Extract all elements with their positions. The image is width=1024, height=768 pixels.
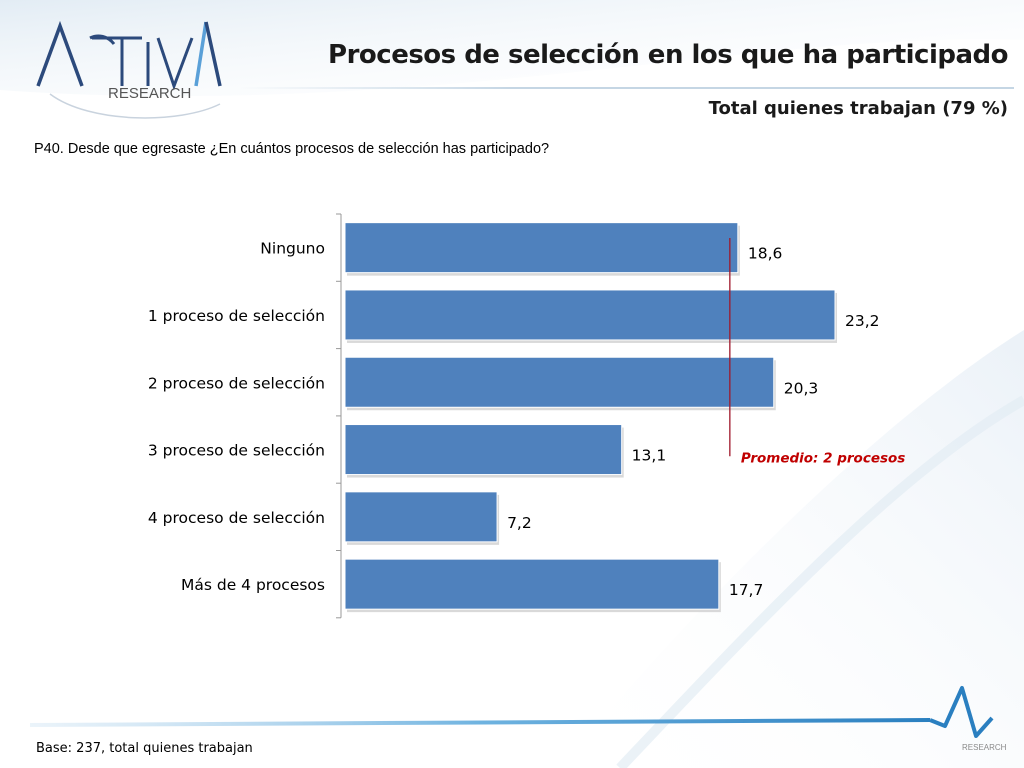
value-label: 13,1 xyxy=(632,447,667,465)
bar xyxy=(344,558,720,610)
category-label: Ninguno xyxy=(260,240,325,258)
value-label: 20,3 xyxy=(784,379,819,397)
bar xyxy=(344,289,836,341)
page-subtitle: Total quienes trabajan (79 %) xyxy=(708,98,1008,119)
category-label: 1 proceso de selección xyxy=(148,307,325,325)
activa-research-logo: RESEARCH xyxy=(36,20,222,119)
bar xyxy=(344,222,739,274)
value-label: 17,7 xyxy=(729,581,764,599)
base-note: Base: 237, total quienes trabajan xyxy=(36,741,253,756)
bar xyxy=(344,491,498,543)
survey-question: P40. Desde que egresaste ¿En cuántos pro… xyxy=(34,141,550,157)
average-label: Promedio: 2 procesos xyxy=(741,450,906,466)
value-label: 18,6 xyxy=(748,245,783,263)
page-title: Procesos de selección en los que ha part… xyxy=(328,40,1008,70)
logo-subtext: RESEARCH xyxy=(108,85,191,102)
footer-decoration: RESEARCH xyxy=(29,686,1007,752)
category-label: 2 proceso de selección xyxy=(148,374,325,392)
value-label: 23,2 xyxy=(845,312,880,330)
category-label: 4 proceso de selección xyxy=(148,509,325,527)
bar xyxy=(344,424,623,476)
category-label: Más de 4 procesos xyxy=(181,576,325,594)
footer-logo-text: RESEARCH xyxy=(962,743,1007,752)
category-label: 3 proceso de selección xyxy=(148,442,325,460)
bar xyxy=(344,356,775,408)
title-divider xyxy=(240,87,1014,89)
value-label: 7,2 xyxy=(507,514,532,532)
